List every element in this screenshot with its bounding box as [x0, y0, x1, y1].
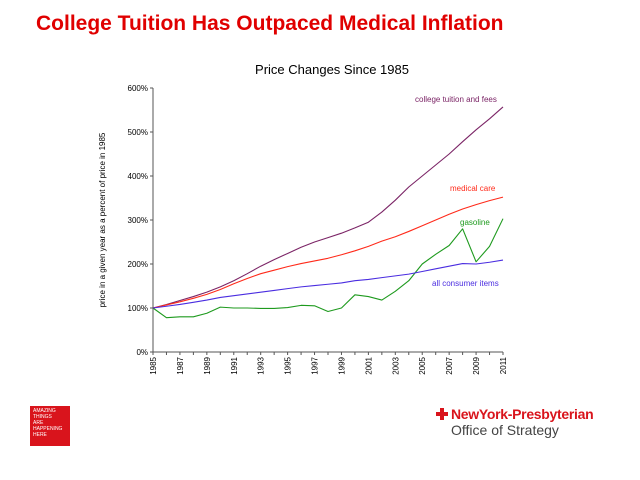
- chart-axes: [152, 88, 503, 353]
- x-tick-label: 2007: [445, 356, 454, 374]
- chart-ticks: 0% 100% 200% 300% 400% 500% 600% 1985 1987 1989 19…: [128, 84, 508, 375]
- logo-line: THINGS: [33, 414, 52, 420]
- y-tick-label: 300%: [128, 216, 148, 225]
- y-tick-label: 400%: [128, 172, 148, 181]
- y-tick-label: 200%: [128, 260, 148, 269]
- y-tick-label: 500%: [128, 128, 148, 137]
- y-axis-label-group: price in a given year as a percent of pr…: [98, 132, 107, 307]
- series-line: [152, 259, 504, 309]
- series-line: [152, 106, 504, 309]
- slide-title: College Tuition Has Outpaced Medical Inf…: [36, 12, 504, 35]
- series-label: gasoline: [460, 218, 490, 227]
- x-tick-label: 1995: [284, 356, 293, 374]
- series-label: medical care: [450, 184, 496, 193]
- cross-icon: [436, 408, 448, 420]
- x-tick-label: 2001: [364, 356, 373, 374]
- x-tick-label: 1987: [176, 356, 185, 374]
- x-tick-label: 2011: [499, 356, 508, 374]
- x-tick-label: 1991: [230, 356, 239, 374]
- x-tick-label: 1993: [257, 356, 266, 374]
- y-axis-label: price in a given year as a percent of pr…: [98, 132, 107, 307]
- x-tick-label: 2003: [391, 356, 400, 374]
- logo-line: ARE: [33, 420, 44, 426]
- y-tick-label: 100%: [128, 304, 148, 313]
- series-label: all consumer items: [432, 279, 499, 288]
- y-tick-label: 600%: [128, 84, 148, 93]
- chart-series-labels: college tuition and fees medical care gaso…: [415, 95, 499, 288]
- x-tick-label: 1999: [337, 356, 346, 374]
- brand-name: NewYork-Presbyterian: [451, 406, 594, 422]
- x-tick-label: 1989: [203, 356, 212, 374]
- x-tick-label: 2005: [418, 356, 427, 374]
- chart-title: Price Changes Since 1985: [255, 62, 409, 77]
- logo-line: HAPPENING: [33, 426, 63, 432]
- brand-subtitle: Office of Strategy: [451, 422, 559, 438]
- x-tick-label: 1985: [149, 356, 158, 374]
- x-tick-label: 2009: [472, 356, 481, 374]
- chart-lines: [152, 106, 504, 319]
- nyp-brand: NewYork-Presbyterian Office of Strategy: [436, 406, 636, 438]
- logo-line: HERE: [33, 432, 47, 438]
- y-tick-label: 0%: [136, 348, 148, 357]
- logo-line: AMAZING: [33, 408, 56, 414]
- amazing-things-logo: AMAZING THINGS ARE HAPPENING HERE: [30, 406, 70, 446]
- series-line: [152, 196, 504, 309]
- series-line: [152, 218, 504, 319]
- x-tick-label: 1997: [311, 356, 320, 374]
- series-label: college tuition and fees: [415, 95, 497, 104]
